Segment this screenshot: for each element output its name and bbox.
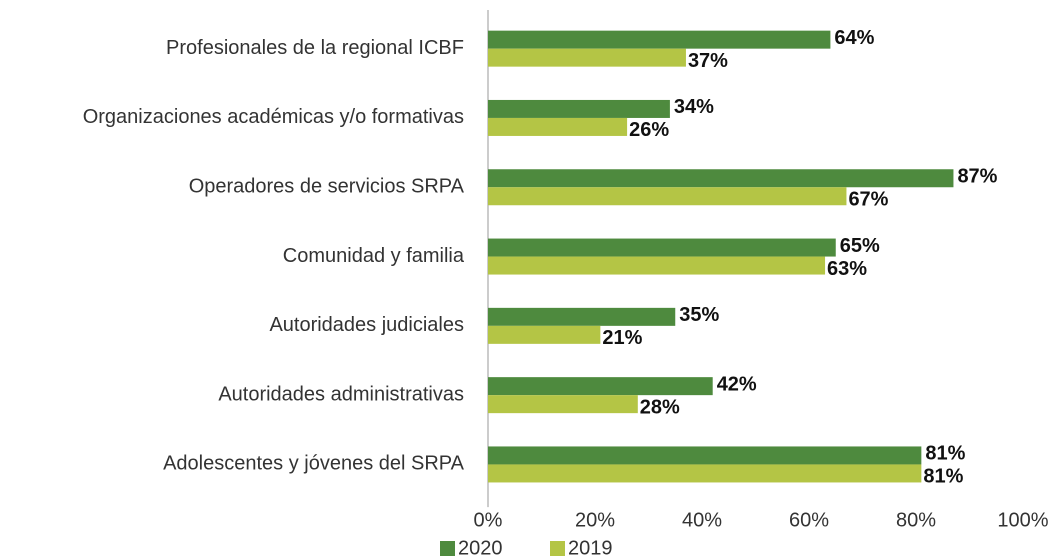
category-label: Autoridades judiciales [269, 314, 464, 336]
value-label: 28% [640, 396, 680, 418]
value-label: 26% [629, 119, 669, 141]
bar [488, 325, 601, 344]
x-tick-label: 60% [789, 509, 829, 531]
bar [488, 377, 713, 396]
bar [488, 256, 826, 275]
value-label: 81% [925, 443, 965, 465]
category-label: Operadores de servicios SRPA [189, 176, 465, 198]
bar [488, 238, 836, 257]
value-label: 67% [848, 189, 888, 211]
bar [488, 99, 670, 118]
bar [488, 187, 847, 206]
legend-swatch [550, 541, 565, 556]
x-tick-label: 40% [682, 509, 722, 531]
value-label: 63% [827, 258, 867, 280]
bar [488, 30, 831, 49]
value-label: 64% [834, 27, 874, 49]
category-label: Adolescentes y jóvenes del SRPA [163, 453, 465, 475]
bar [488, 307, 676, 326]
x-tick-label: 20% [575, 509, 615, 531]
bar [488, 395, 638, 414]
category-label: Organizaciones académicas y/o formativas [83, 106, 464, 128]
value-label: 35% [679, 304, 719, 326]
value-label: 87% [957, 166, 997, 188]
bar [488, 464, 922, 483]
bar [488, 48, 686, 67]
bar [488, 446, 922, 465]
value-label: 37% [688, 50, 728, 72]
value-label: 21% [602, 327, 642, 349]
x-tick-label: 100% [997, 509, 1048, 531]
x-tick-label: 0% [474, 509, 503, 531]
legend-swatch [440, 541, 455, 556]
value-label: 65% [840, 235, 880, 257]
x-tick-label: 80% [896, 509, 936, 531]
value-label: 34% [674, 96, 714, 118]
category-label: Comunidad y familia [283, 245, 465, 267]
legend-label: 2020 [458, 537, 503, 558]
bar [488, 169, 954, 188]
category-label: Profesionales de la regional ICBF [166, 37, 464, 59]
bar [488, 117, 628, 136]
value-label: 81% [923, 466, 963, 488]
value-label: 42% [717, 373, 757, 395]
category-label: Autoridades administrativas [218, 383, 464, 405]
legend-label: 2019 [568, 537, 613, 558]
